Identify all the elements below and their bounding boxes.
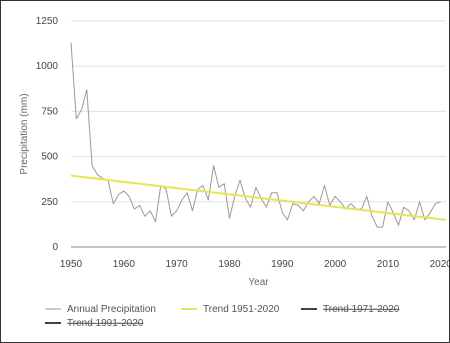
y-tick-label: 750 <box>41 106 58 117</box>
series-line-0 <box>70 42 441 228</box>
y-axis-title: Precipitation (mm) <box>19 93 30 174</box>
series-line-1 <box>70 174 447 221</box>
y-tick-label: 0 <box>52 242 58 253</box>
legend-item-label: Annual Precipitation <box>67 304 156 315</box>
legend-item-label: Trend 1991-2020 <box>67 318 144 329</box>
y-tick-label: 500 <box>41 152 58 163</box>
legend-item-label: Trend 1971-2020 <box>323 304 400 315</box>
x-axis-title: Year <box>248 277 269 288</box>
grid-lines <box>71 20 446 203</box>
series-layer <box>70 42 447 228</box>
y-tick-labels: 0 250 500 750 1000 1250 <box>36 16 59 253</box>
y-tick-label: 1000 <box>36 61 59 72</box>
legend-item-label: Trend 1951-2020 <box>203 304 280 315</box>
x-tick-label: 1960 <box>113 259 136 270</box>
x-tick-label: 1990 <box>271 259 294 270</box>
y-tick-label: 250 <box>41 197 58 208</box>
x-tick-label: 2020 <box>430 259 449 270</box>
x-tick-label: 1950 <box>60 259 83 270</box>
x-tick-label: 2010 <box>377 259 400 270</box>
x-tick-label: 2000 <box>324 259 347 270</box>
y-tick-label: 1250 <box>36 16 59 27</box>
x-tick-label: 1970 <box>166 259 189 270</box>
x-tick-label: 1980 <box>218 259 241 270</box>
legend: Annual Precipitation Trend 1951-2020 Trend… <box>45 304 400 329</box>
x-tick-labels: 1950 1960 1970 1980 1990 2000 2010 2020 <box>60 259 449 270</box>
